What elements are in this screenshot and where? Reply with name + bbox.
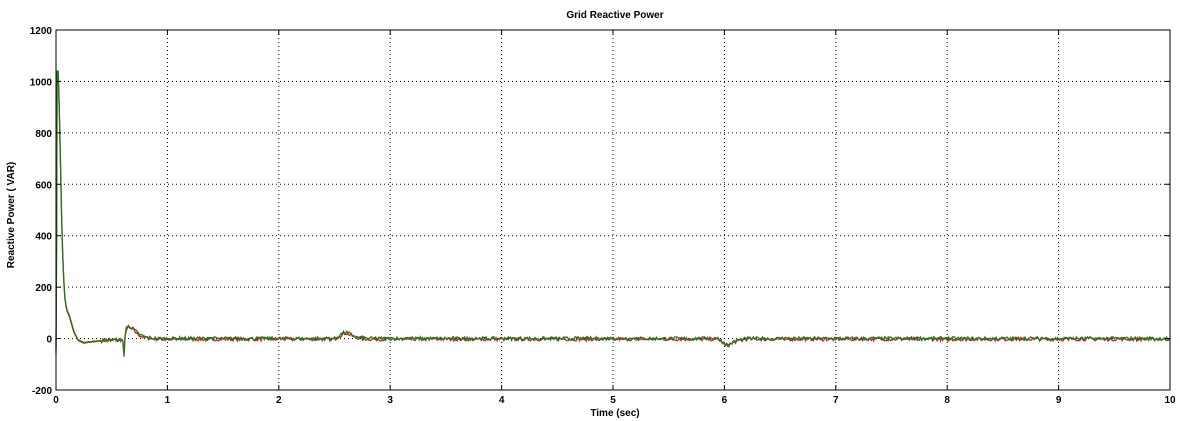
x-tick-label: 6 — [722, 395, 728, 406]
x-tick-label: 4 — [499, 395, 505, 406]
axes-layer — [55, 29, 1171, 391]
x-tick-label: 5 — [610, 395, 616, 406]
x-tick-label: 10 — [1164, 395, 1176, 406]
y-tick-label: 200 — [35, 283, 52, 294]
chart-title: Grid Reactive Power — [566, 10, 663, 21]
y-tick-label: 400 — [35, 232, 52, 243]
x-tick-label: 1 — [165, 395, 171, 406]
x-tick-label: 8 — [944, 395, 950, 406]
x-tick-label: 7 — [833, 395, 839, 406]
x-tick-label: 9 — [1056, 395, 1062, 406]
series-line-1 — [55, 70, 1171, 357]
y-tick-label: 1000 — [30, 77, 53, 88]
x-axis-label: Time (sec) — [590, 408, 639, 419]
y-tick-label: -200 — [32, 386, 52, 397]
y-axis-label: Reactive Power ( VAR) — [6, 162, 17, 269]
series-layer — [55, 70, 1171, 357]
y-tick-label: 1200 — [30, 26, 53, 37]
y-tick-label: 600 — [35, 180, 52, 191]
x-tick-label: 2 — [276, 395, 282, 406]
y-tick-label: 800 — [35, 129, 52, 140]
y-tick-label: 0 — [46, 335, 52, 346]
x-tick-label: 0 — [53, 395, 59, 406]
grid-layer — [56, 30, 1170, 390]
x-tick-label: 3 — [387, 395, 393, 406]
